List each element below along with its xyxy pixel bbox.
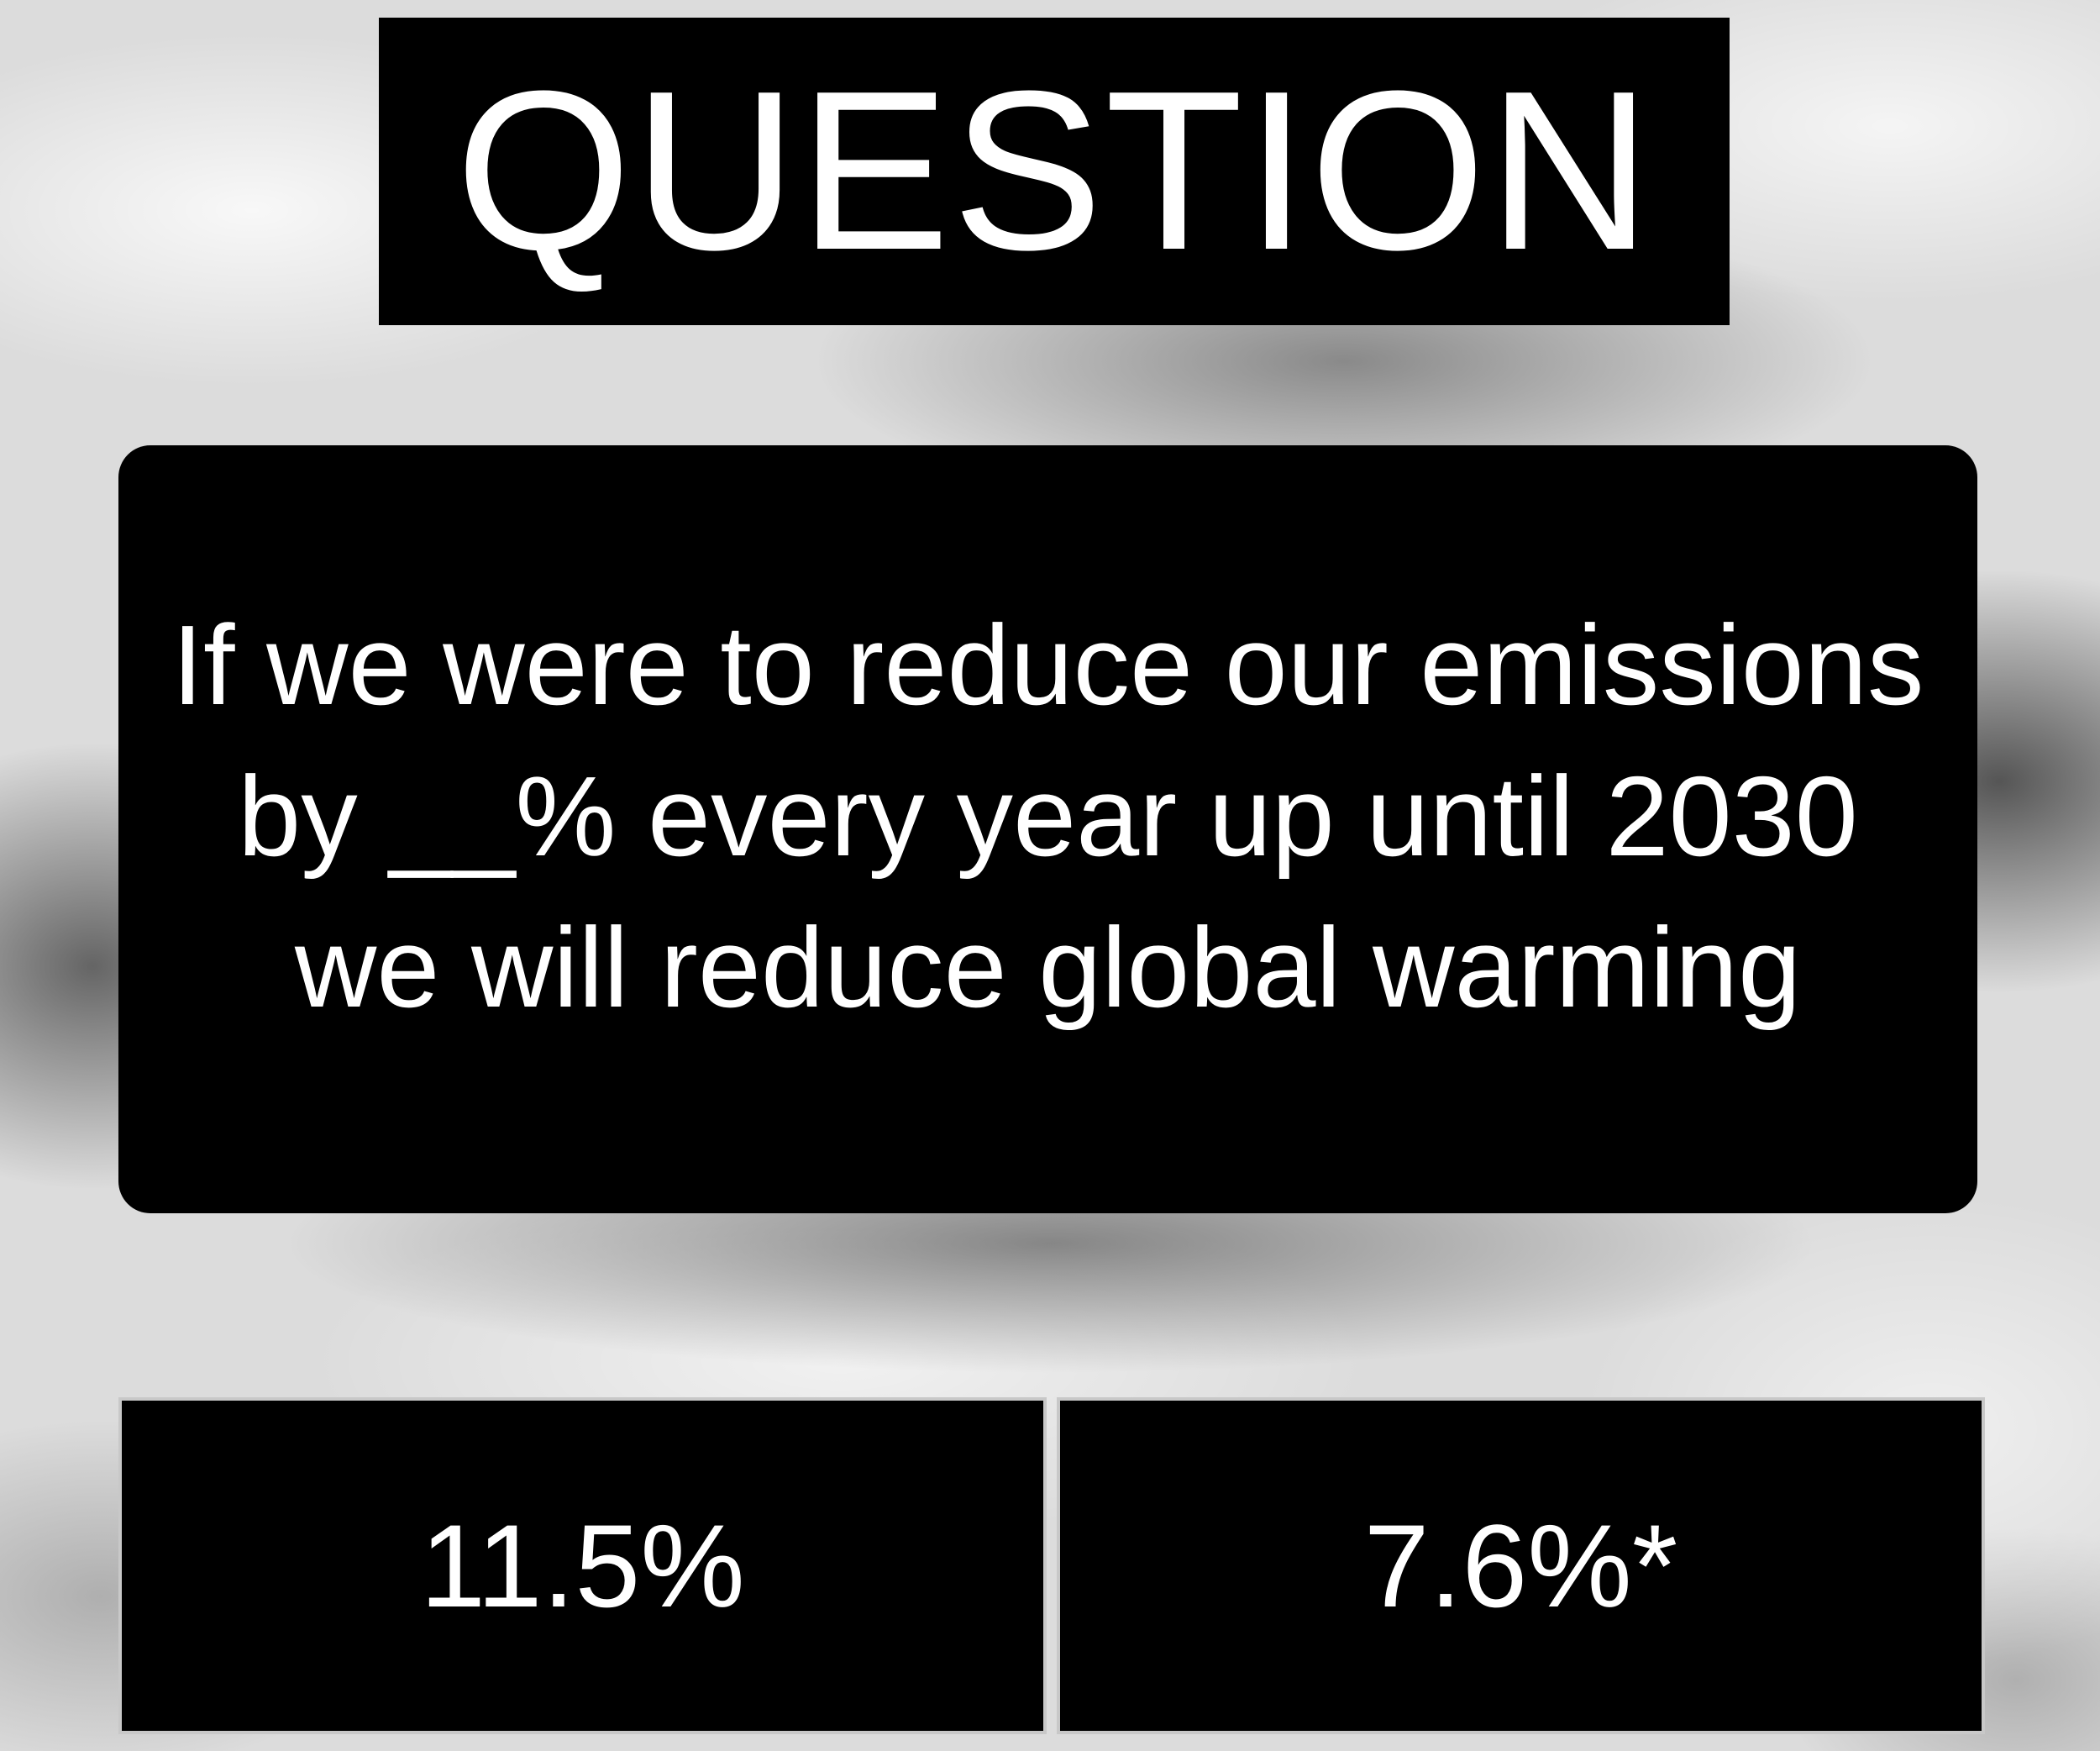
question-text: If we were to reduce our emissions by __… [171, 602, 1924, 1031]
answer-option-2-label: 7.6%* [1363, 1499, 1678, 1632]
answer-option-1-label: 11.5% [420, 1499, 745, 1632]
page-title: QUESTION [454, 45, 1654, 297]
answer-option-2[interactable]: 7.6%* [1057, 1397, 1985, 1734]
question-card: If we were to reduce our emissions by __… [118, 445, 1977, 1213]
answer-option-1[interactable]: 11.5% [118, 1397, 1047, 1734]
title-banner: QUESTION [379, 18, 1730, 325]
